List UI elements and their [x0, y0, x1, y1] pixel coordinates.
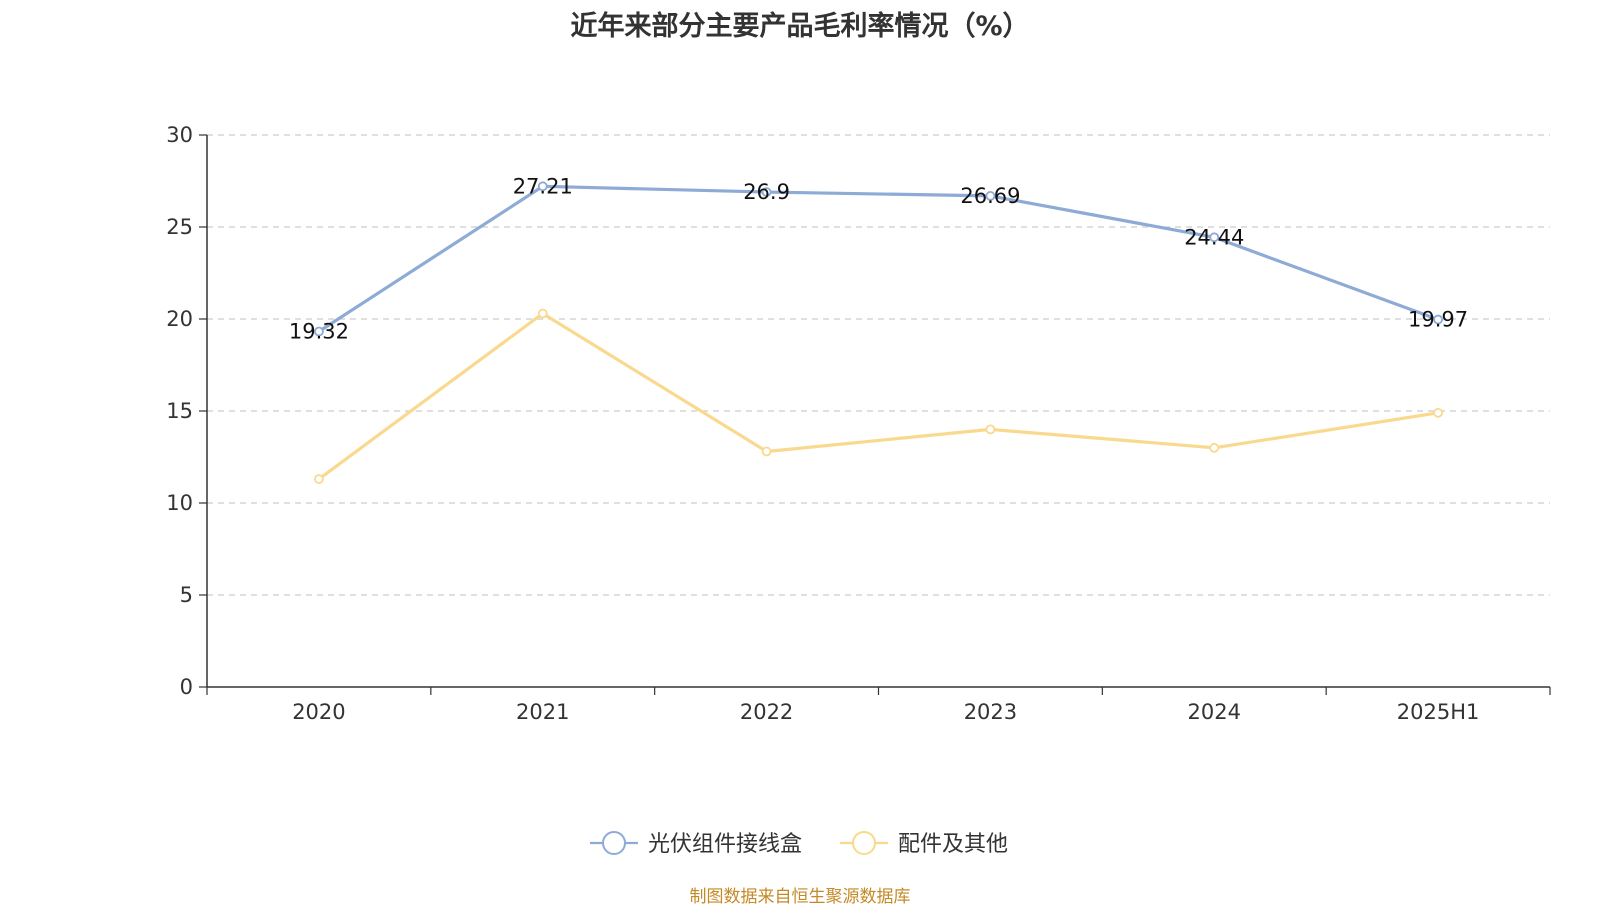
y-tick-label: 30	[166, 123, 193, 147]
y-tick-label: 25	[166, 215, 193, 239]
data-point	[985, 191, 996, 201]
data-point	[1433, 314, 1443, 325]
legend-marker-0	[602, 831, 626, 855]
data-point	[1209, 232, 1220, 243]
grid-lines	[207, 134, 1550, 596]
data-point	[537, 308, 548, 319]
data-point	[1209, 442, 1220, 453]
data-label: 26.69	[960, 184, 1020, 208]
x-tick-label: 2022	[740, 700, 793, 724]
x-tick-label: 2024	[1188, 700, 1241, 724]
data-label: 27.21	[513, 174, 573, 198]
x-tick-label: 2025H1	[1397, 700, 1480, 724]
legend-label-0: 光伏组件接线盒	[648, 832, 802, 857]
data-labels: 19.32 27.21 26.9 26.69 24.44 19.97	[289, 174, 1468, 343]
y-tick-label: 10	[166, 491, 193, 515]
y-tick-label: 0	[180, 675, 193, 699]
data-label: 19.32	[289, 320, 349, 344]
series-line-0	[317, 184, 1440, 334]
data-label: 26.9	[743, 180, 790, 204]
data-point	[314, 326, 324, 337]
y-tick-label: 20	[166, 307, 193, 331]
legend-label-1: 配件及其他	[898, 832, 1008, 857]
axes: 0 5 10 15 20 25 30 2020 2021 2022 2023 2024 2025H1	[166, 123, 1551, 724]
y-tick-label: 15	[166, 399, 193, 423]
series-line-1	[317, 311, 1440, 481]
legend: 光伏组件接线盒 配件及其他	[590, 831, 1008, 857]
x-tick-label: 2021	[516, 700, 569, 724]
data-label: 19.97	[1408, 308, 1468, 332]
x-tick-label: 2020	[292, 700, 345, 724]
data-point	[761, 446, 772, 457]
data-point	[761, 187, 772, 197]
data-point	[1433, 407, 1443, 418]
data-point	[537, 181, 548, 192]
data-point	[985, 424, 996, 435]
x-tick-label: 2023	[964, 700, 1017, 724]
series-lines	[314, 181, 1443, 484]
legend-marker-1	[852, 831, 876, 855]
y-tick-label: 5	[180, 583, 193, 607]
chart-title: 近年来部分主要产品毛利率情况（%）	[570, 11, 1030, 42]
source-note: 制图数据来自恒生聚源数据库	[689, 887, 911, 907]
data-point	[314, 474, 324, 484]
data-label: 24.44	[1184, 225, 1244, 249]
